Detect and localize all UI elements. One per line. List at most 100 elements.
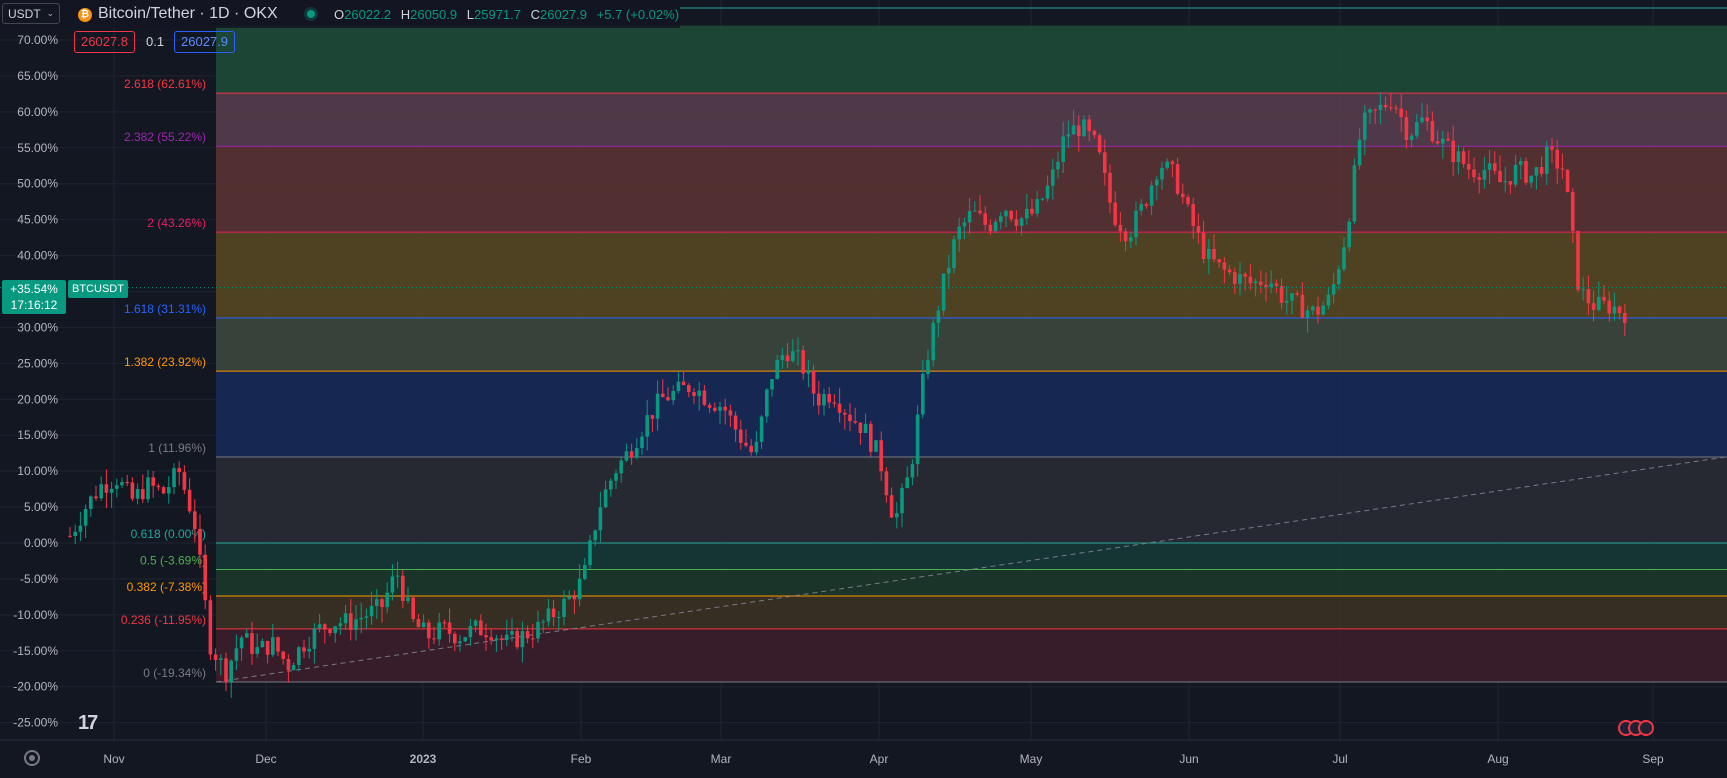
candle-body [1155,179,1159,186]
candle-body [635,448,639,458]
candle-body [1331,284,1336,295]
buy-price-button[interactable]: 26027.9 [174,31,235,53]
candle-body [588,540,592,565]
candle-body [999,216,1003,222]
open-value: 26022.2 [344,7,392,22]
y-axis-tick-label: 60.00% [17,105,58,119]
candle-body [1040,198,1045,200]
currency-select[interactable]: USDT ⌄ [2,3,60,24]
x-axis-tick-label: 2023 [410,752,437,766]
candle-body [94,496,98,499]
market-status-icon[interactable] [307,10,315,18]
candle-body [1066,134,1071,137]
fib-level-label: 0.618 (0.00%) [131,527,206,541]
candle-body [1004,210,1008,217]
x-axis-tick-label: Sep [1642,752,1664,766]
x-axis-tick-label: Feb [571,752,592,766]
candle-body [245,633,249,638]
candle-body [900,488,904,514]
candle-body [921,374,925,415]
candle-body [1524,161,1528,183]
candle-body [1274,283,1279,286]
candle-body [978,210,982,214]
fib-band [216,628,1727,682]
candle-body [255,647,259,654]
candle-body [843,412,847,415]
candle-body [151,477,155,486]
candle-body [291,665,296,671]
candle-body [1087,119,1091,131]
candle-body [915,414,920,465]
candle-body [1191,204,1195,227]
y-axis-tick-label: 45.00% [17,213,58,227]
candle-body [1420,117,1424,123]
candle-body [213,654,218,661]
candle-body [271,637,275,655]
candle-body [895,513,899,518]
us-flag-icon[interactable] [1638,720,1654,736]
candle-body [681,381,686,386]
candle-body [791,351,795,362]
candle-body [780,355,785,360]
candle-body [869,423,873,452]
sell-price-button[interactable]: 26027.8 [74,31,135,53]
candle-body [146,477,150,500]
candle-body [89,496,93,509]
candle-body [1591,303,1596,310]
candle-body [343,613,348,624]
candle-body [1045,185,1050,199]
candle-body [1441,138,1445,144]
events-flags[interactable] [1618,720,1668,738]
candle-body [603,489,608,508]
x-axis-tick-label: May [1020,752,1043,766]
candle-body [265,641,270,655]
candle-body [83,508,88,526]
x-axis-tick-label: Jul [1332,752,1347,766]
candle-body [905,477,909,489]
fib-level-label: 2.618 (62.61%) [124,77,206,91]
candle-body [364,616,369,618]
candle-body [484,635,488,638]
candle-body [1539,167,1544,174]
candle-body [437,622,441,640]
candle-body [1295,293,1299,295]
candle-body [1051,169,1055,186]
candle-body [1014,219,1019,226]
candle-body [1394,107,1398,109]
candle-body [1576,230,1580,290]
candle-body [515,631,519,648]
candle-body [109,488,114,493]
y-axis-tick-label: 70.00% [17,33,58,47]
candle-body [1602,296,1606,301]
candle-body [1009,210,1013,220]
candle-body [312,628,317,649]
candle-body [1139,204,1143,211]
candle-body [1430,121,1435,142]
symbol-title[interactable]: Bitcoin/Tether · 1D · OKX [98,5,278,22]
fib-band [216,25,1727,94]
candle-body [120,481,124,486]
candle-body [666,397,670,401]
candle-body [447,622,452,634]
y-axis-tick-label: -25.00% [13,716,58,730]
candle-body [250,633,254,654]
candle-body [1623,313,1627,324]
y-axis-tick-label: 5.00% [24,500,58,514]
candle-body [822,394,826,406]
candle-body [967,211,972,223]
candle-body [1529,175,1533,183]
candle-body [395,575,400,577]
ohlc-values: O26022.2 H26050.9 L25971.7 C26027.9 +5.7… [334,7,685,22]
x-axis-tick-label: Nov [103,752,124,766]
candle-body [759,416,764,442]
trend-line[interactable] [215,456,1727,683]
tradingview-logo-icon[interactable]: 17 [78,712,98,734]
settings-icon[interactable] [24,750,40,766]
candle-body [375,599,379,606]
candle-body [369,605,374,617]
candle-body [551,608,556,618]
candle-body [947,268,951,274]
candle-body [115,485,119,489]
candle-body [1097,135,1102,153]
